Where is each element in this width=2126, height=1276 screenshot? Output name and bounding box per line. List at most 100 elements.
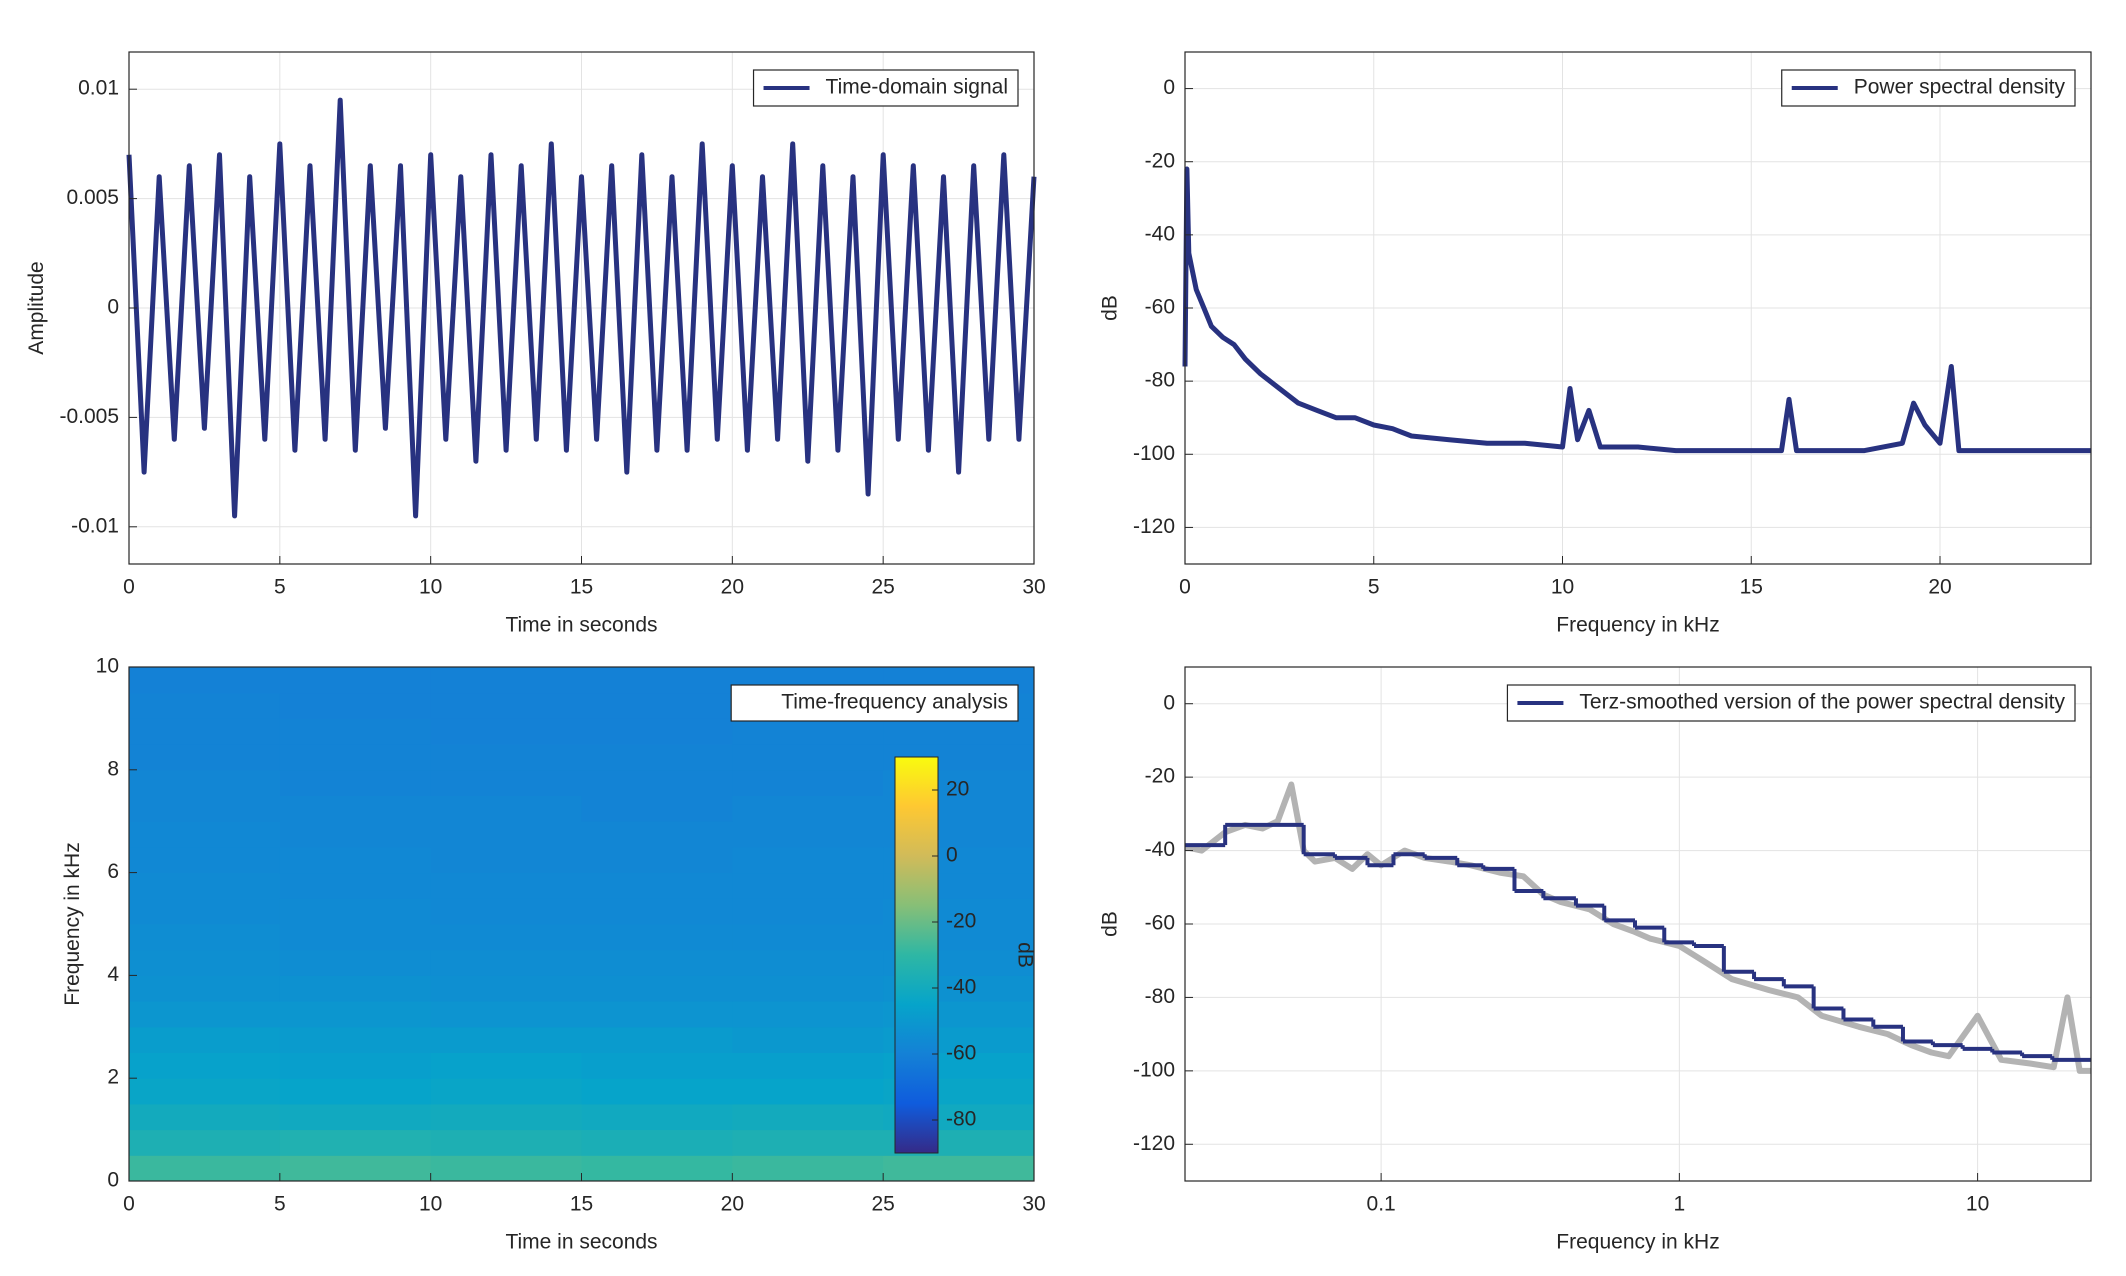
heatmap-cell: [129, 898, 281, 925]
x-axis-label: Frequency in kHz: [1556, 1231, 1719, 1254]
y-tick-label: 6: [107, 860, 119, 883]
heatmap-cell: [129, 821, 281, 848]
y-tick-label: -100: [1133, 1058, 1175, 1081]
heatmap-cell: [581, 795, 733, 822]
y-tick-label: 0.005: [66, 186, 119, 209]
heatmap-cell: [279, 1103, 432, 1131]
x-tick-label: 10: [419, 576, 442, 599]
heatmap-cell: [581, 898, 733, 925]
x-tick-label: 20: [721, 576, 744, 599]
x-tick-label: 10: [419, 1193, 442, 1216]
x-tick-label: 25: [871, 576, 894, 599]
heatmap-cell: [129, 975, 281, 1002]
heatmap-cell: [430, 667, 582, 694]
heatmap-cell: [430, 744, 582, 771]
heatmap-cell: [883, 718, 1035, 745]
heatmap-cell: [279, 1052, 432, 1079]
y-tick-label: -20: [1145, 765, 1175, 788]
data-line: [126, 97, 1037, 519]
heatmap-cell: [581, 1155, 733, 1182]
legend-label: Terz-smoothed version of the power spect…: [1579, 691, 2065, 714]
heatmap-cell: [581, 1103, 733, 1131]
colorbar-tick-label: 20: [946, 778, 969, 801]
heatmap-cell: [279, 821, 432, 848]
heatmap-cell: [279, 1129, 432, 1156]
heatmap-cell: [279, 667, 432, 694]
heatmap-cell: [581, 667, 733, 694]
heatmap-cell: [129, 872, 281, 899]
heatmap-cell: [581, 924, 733, 951]
colorbar-tick-label: -40: [946, 976, 976, 999]
heatmap-cell: [430, 821, 582, 848]
x-tick-label: 15: [570, 1193, 593, 1216]
heatmap-cell: [732, 1103, 884, 1131]
heatmap-cell: [129, 1026, 281, 1053]
data-line: [1182, 166, 2091, 454]
colorbar-tick-label: -80: [946, 1108, 976, 1131]
heatmap-cell: [581, 1052, 733, 1079]
heatmap-cell: [129, 718, 281, 745]
heatmap-cell: [430, 975, 582, 1002]
heatmap-cell: [129, 744, 281, 771]
x-tick-label: 30: [1022, 1193, 1045, 1216]
heatmap-cell: [732, 1052, 884, 1079]
heatmap-cell: [581, 846, 733, 874]
heatmap-cell: [129, 1001, 281, 1028]
heatmap-cell: [581, 718, 733, 745]
heatmap-cell: [129, 949, 281, 976]
y-tick-label: 0: [107, 296, 119, 319]
heatmap-cell: [279, 1026, 432, 1053]
legend: Power spectral density: [1781, 69, 2076, 107]
x-tick-label: 25: [871, 1193, 894, 1216]
x-tick-label: 0.1: [1367, 1193, 1396, 1216]
colorbar-label: dB: [1013, 942, 1036, 968]
y-tick-label: 10: [96, 655, 119, 678]
heatmap-cell: [581, 1129, 733, 1156]
y-tick-label: 0: [1163, 76, 1175, 99]
heatmap-cell: [279, 1078, 432, 1105]
heatmap-cell: [430, 1052, 582, 1079]
heatmap-cell: [581, 872, 733, 899]
heatmap-cell: [129, 1078, 281, 1105]
heatmap-cell: [732, 1078, 884, 1105]
heatmap-cell: [129, 795, 281, 822]
heatmap-cell: [581, 744, 733, 771]
heatmap-cell: [129, 1052, 281, 1079]
y-axis-label: Frequency in kHz: [61, 842, 84, 1005]
legend-label: Power spectral density: [1854, 76, 2066, 99]
heatmap-cell: [129, 846, 281, 874]
heatmap-cell: [279, 872, 432, 899]
x-tick-label: 10: [1966, 1193, 1989, 1216]
x-tick-label: 5: [274, 576, 286, 599]
colorbar-tick-label: -60: [946, 1042, 976, 1065]
heatmap-cell: [129, 692, 281, 719]
y-tick-label: -40: [1145, 222, 1175, 245]
heatmap-cell: [430, 949, 582, 976]
heatmap-cell: [581, 692, 733, 719]
heatmap-cell: [732, 821, 884, 848]
heatmap-cell: [430, 846, 582, 874]
y-tick-label: 0: [1163, 691, 1175, 714]
heatmap-cell: [430, 1155, 582, 1182]
legend: Terz-smoothed version of the power spect…: [1506, 684, 2076, 722]
heatmap-cell: [581, 975, 733, 1002]
y-tick-label: 0.01: [78, 77, 119, 100]
heatmap-cell: [279, 975, 432, 1002]
heatmap-cell: [732, 718, 884, 745]
heatmap-cell: [732, 975, 884, 1002]
heatmap-cell: [129, 1129, 281, 1156]
x-tick-label: 0: [123, 1193, 135, 1216]
y-tick-label: -60: [1145, 912, 1175, 935]
y-axis-label: dB: [1099, 295, 1122, 321]
heatmap-cell: [129, 667, 281, 694]
heatmap-cell: [129, 1103, 281, 1131]
x-axis-label: Time in seconds: [505, 614, 657, 637]
heatmap-cell: [883, 1155, 1035, 1182]
y-tick-label: -0.01: [71, 514, 119, 537]
heatmap-cell: [279, 718, 432, 745]
legend-label: Time-domain signal: [826, 76, 1008, 99]
colorbar: [894, 756, 939, 1154]
heatmap-cell: [430, 795, 582, 822]
heatmap-cell: [430, 1078, 582, 1105]
